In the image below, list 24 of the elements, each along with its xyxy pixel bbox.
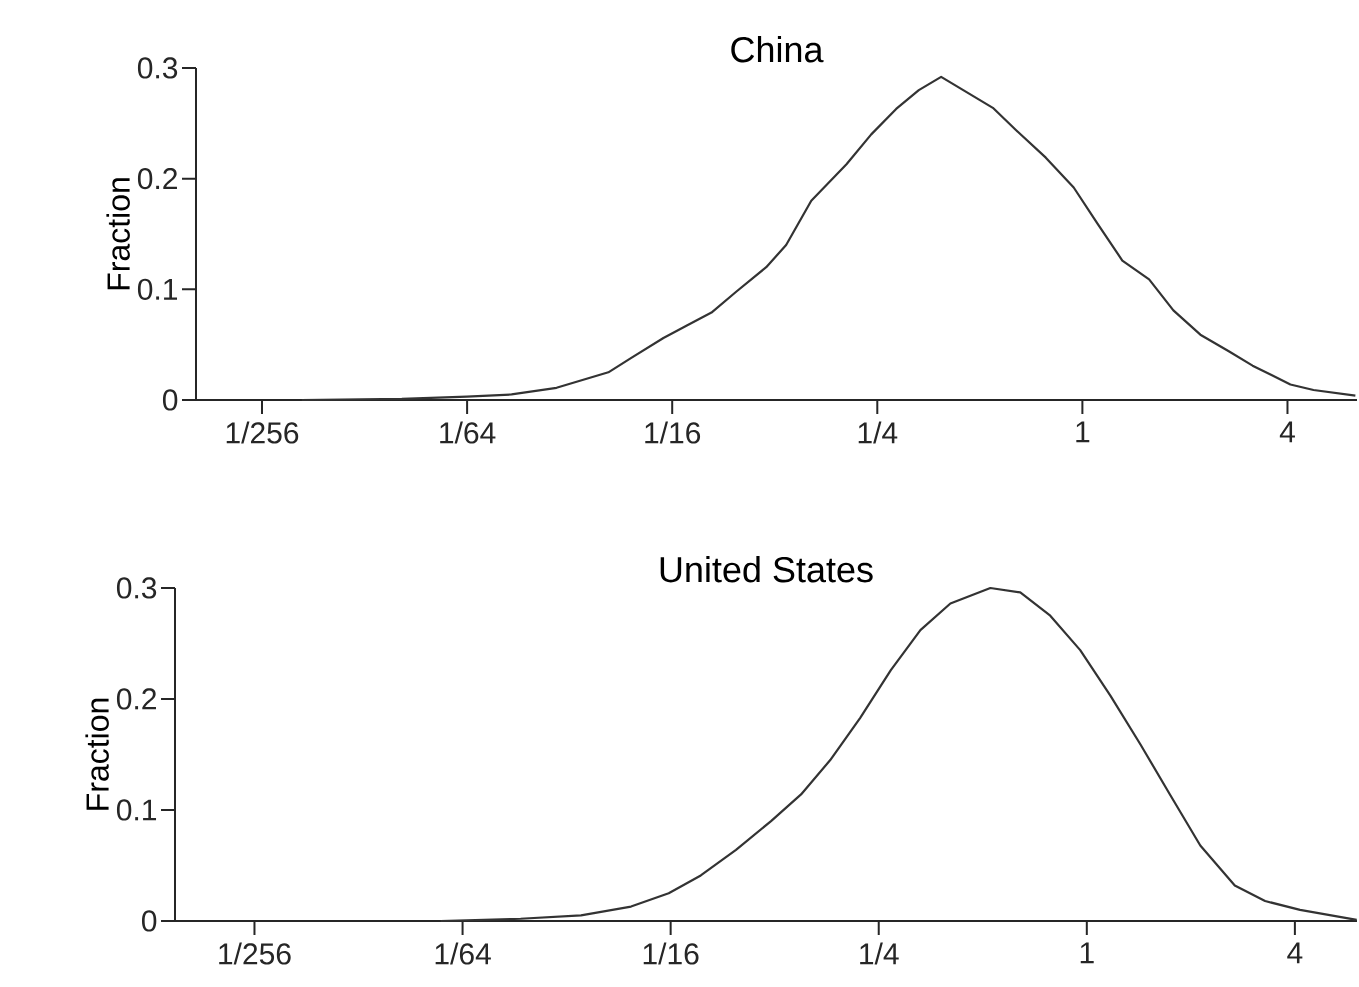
x-tick-label: 1/16 [645, 421, 701, 444]
y-tick-label: 0.2 [116, 688, 156, 710]
y-tick-label: 0.3 [137, 57, 178, 79]
x-tick-label: 4 [1287, 942, 1303, 964]
chart-title: United States [660, 556, 873, 583]
x-tick-label: 1/64 [440, 421, 496, 444]
x-tick-label: 4 [1279, 421, 1295, 443]
y-tick-label: 0.2 [137, 168, 177, 190]
y-tick-label: 0.1 [137, 278, 178, 300]
x-tick-label: 1 [1076, 421, 1090, 443]
x-tick-label: 1/4 [860, 942, 899, 965]
y-tick-label: 0 [141, 910, 157, 932]
y-tick-label: 0.1 [116, 799, 157, 821]
x-tick-label: 1/256 [219, 942, 291, 965]
x-tick-label: 1 [1080, 942, 1094, 964]
x-tick-label: 1/16 [643, 942, 699, 965]
x-tick-label: 1/4 [858, 421, 898, 444]
y-axis-title: Fraction [106, 178, 130, 290]
y-tick-label: 0.3 [116, 577, 157, 599]
x-tick-label: 1/256 [226, 421, 299, 444]
x-tick-label: 1/64 [435, 942, 491, 965]
y-axis-title: Fraction [85, 698, 109, 810]
chart-title: China [731, 36, 824, 63]
y-tick-label: 0 [162, 389, 178, 411]
